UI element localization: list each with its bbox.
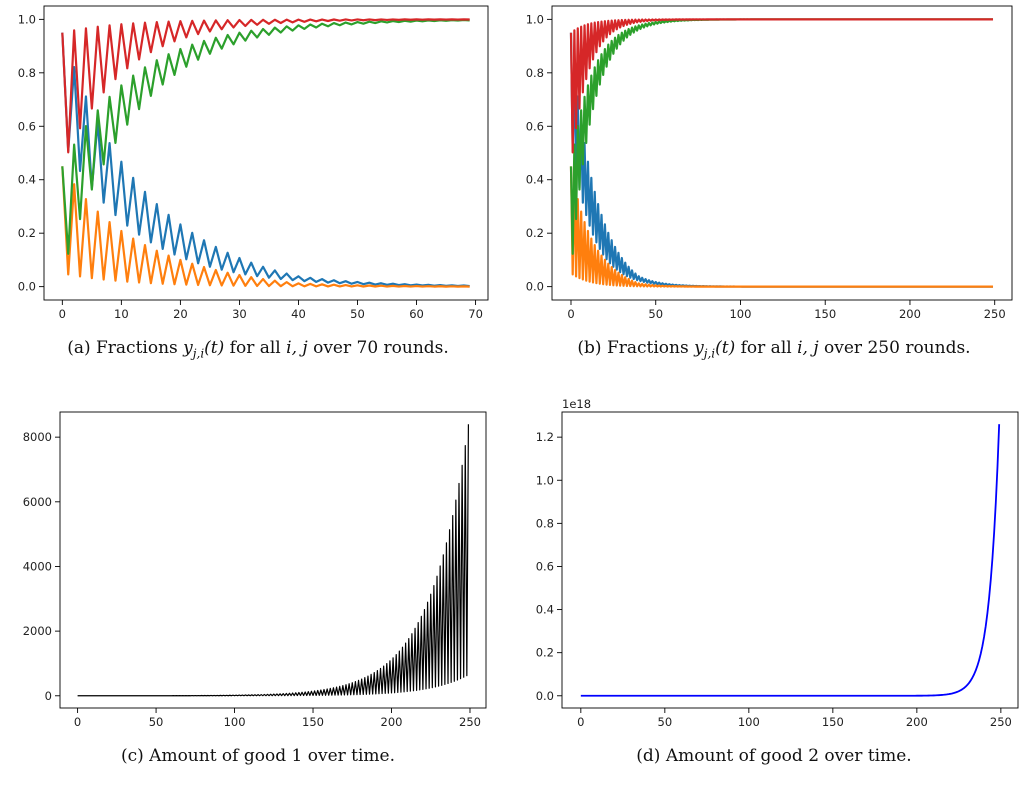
x-tick-label: 200	[906, 715, 928, 729]
y-tick-label: 0.0	[18, 280, 36, 294]
series-line-3	[569, 18, 994, 154]
x-tick-label: 0	[74, 715, 81, 729]
x-tick-label: 250	[459, 715, 481, 729]
y-tick-label: 0.6	[526, 119, 544, 133]
x-tick-label: 0	[577, 715, 584, 729]
axes: 0 50 100 150 200 250 0 2000 4000 6000 8000	[23, 430, 481, 729]
plot-area	[580, 424, 1001, 697]
offset-label: 1e18	[562, 397, 591, 411]
plot-area	[61, 18, 470, 288]
y-tick-label: 2000	[23, 624, 52, 638]
y-tick-label: 1.0	[536, 473, 554, 487]
figure-c: 0 50 100 150 200 250 0 2000 4000 6000 8000 (c) Amo…	[0, 396, 516, 792]
series-line-0	[77, 424, 470, 697]
x-tick-label: 200	[899, 307, 921, 321]
chart-c: 0 50 100 150 200 250 0 2000 4000 6000 8000	[23, 411, 487, 729]
caption-a: (a) Fractions yj,i(t) for all i, j over …	[67, 338, 449, 361]
caption-b: (b) Fractions yj,i(t) for all i, j over …	[577, 338, 971, 361]
x-tick-label: 50	[648, 307, 663, 321]
series-line-1	[569, 166, 994, 288]
x-tick-label: 250	[984, 307, 1006, 321]
y-tick-label: 1.0	[526, 12, 544, 26]
x-tick-label: 200	[381, 715, 403, 729]
y-tick-label: 0.6	[536, 559, 554, 573]
x-tick-label: 100	[738, 715, 760, 729]
y-tick-label: 4000	[23, 559, 52, 573]
x-tick-label: 30	[232, 307, 247, 321]
y-tick-label: 0.0	[536, 689, 554, 703]
figure-d: 0 50 100 150 200 250 0.0 0.2 0.4 0.6 0.8 1.0 1.2 1e18…	[516, 396, 1032, 792]
x-tick-label: 70	[468, 307, 483, 321]
y-tick-label: 1.0	[18, 12, 36, 26]
axes: 0 50 100 150 200 250 0.0 0.2 0.4 0.6 0.8 1.0	[526, 12, 1006, 321]
x-tick-label: 150	[302, 715, 324, 729]
x-tick-label: 50	[350, 307, 365, 321]
y-tick-label: 0.6	[18, 119, 36, 133]
x-tick-label: 150	[814, 307, 836, 321]
y-tick-label: 0.2	[526, 226, 544, 240]
y-tick-label: 0.2	[536, 646, 554, 660]
y-tick-label: 0.4	[526, 173, 544, 187]
series-line-3	[61, 18, 470, 154]
x-tick-label: 40	[291, 307, 306, 321]
y-tick-label: 0.2	[18, 226, 36, 240]
y-tick-label: 1.2	[536, 430, 554, 444]
axes: 0 10 20 30 40 50 60 70 0.0 0.2 0.4 0.6 0.8 1.0	[18, 12, 483, 321]
caption-c: (c) Amount of good 1 over time.	[120, 746, 396, 766]
x-tick-label: 250	[990, 715, 1012, 729]
y-tick-label: 0.4	[536, 603, 554, 617]
axes-frame	[43, 5, 489, 301]
series-line-2	[569, 18, 994, 255]
series-line-1	[61, 166, 470, 288]
x-tick-label: 100	[729, 307, 751, 321]
x-tick-label: 0	[59, 307, 66, 321]
series-line-0	[569, 32, 994, 288]
chart-a: 0 10 20 30 40 50 60 70 0.0 0.2 0.4 0.6 0.8 1.0	[18, 5, 489, 321]
x-tick-label: 10	[114, 307, 129, 321]
x-tick-label: 60	[409, 307, 424, 321]
axes-frame	[551, 5, 1013, 301]
axes-frame	[59, 411, 487, 709]
x-tick-label: 20	[173, 307, 188, 321]
x-tick-label: 100	[224, 715, 246, 729]
axes: 0 50 100 150 200 250 0.0 0.2 0.4 0.6 0.8 1.0 1.2 1e18	[536, 397, 1012, 729]
y-tick-label: 0.8	[536, 516, 554, 530]
x-tick-label: 50	[149, 715, 164, 729]
y-tick-label: 6000	[23, 495, 52, 509]
series-line-0	[580, 424, 1001, 697]
plot-area	[77, 424, 470, 697]
y-tick-label: 0.4	[18, 173, 36, 187]
chart-b: 0 50 100 150 200 250 0.0 0.2 0.4 0.6 0.8 1.0	[526, 5, 1013, 321]
series-line-0	[61, 32, 470, 288]
caption-d: (d) Amount of good 2 over time.	[636, 746, 912, 766]
figure-a: 0 10 20 30 40 50 60 70 0.0 0.2 0.4 0.6 0.8 1.0 (a) Fr…	[0, 0, 516, 396]
figure-b: 0 50 100 150 200 250 0.0 0.2 0.4 0.6 0.8 1.0 (b) Fr…	[516, 0, 1032, 396]
x-tick-label: 50	[658, 715, 673, 729]
y-tick-label: 0.8	[526, 66, 544, 80]
plot-area	[569, 18, 994, 288]
y-tick-label: 0.8	[18, 66, 36, 80]
series-line-2	[61, 18, 470, 255]
chart-d: 0 50 100 150 200 250 0.0 0.2 0.4 0.6 0.8 1.0 1.2 1e18	[536, 397, 1019, 729]
x-tick-label: 0	[567, 307, 574, 321]
y-tick-label: 0	[45, 689, 52, 703]
x-tick-label: 150	[822, 715, 844, 729]
y-tick-label: 0.0	[526, 280, 544, 294]
axes-frame	[561, 411, 1019, 709]
y-tick-label: 8000	[23, 430, 52, 444]
